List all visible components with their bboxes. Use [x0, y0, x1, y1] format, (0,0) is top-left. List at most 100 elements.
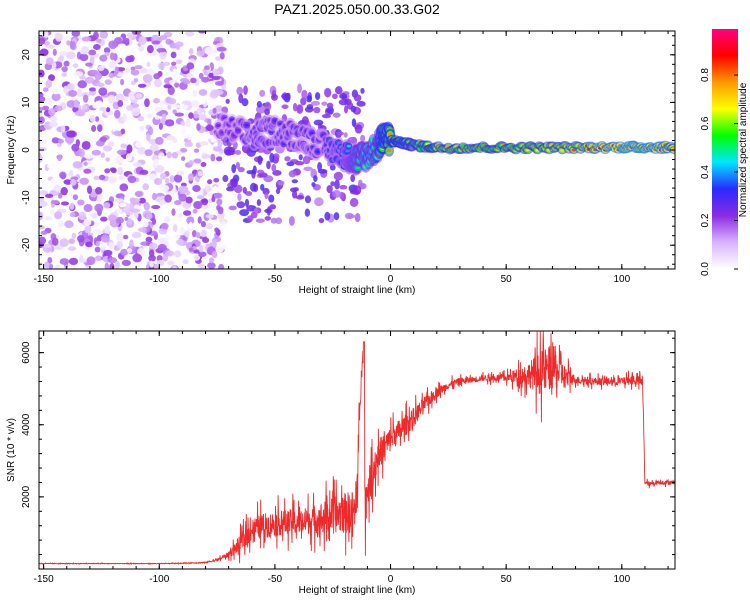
spectrogram-cell: [94, 72, 103, 81]
spectrogram-cell: [270, 217, 278, 224]
spectrogram-cell: [39, 190, 49, 196]
spectrogram-cell: [76, 88, 83, 98]
spectrogram-cell: [134, 191, 143, 197]
spectrogram-cell: [94, 255, 103, 261]
spectrogram-cell: [213, 185, 218, 193]
spectrogram-cell: [271, 164, 277, 172]
spectrogram-cell: [207, 119, 212, 126]
spectrogram-cell: [297, 104, 303, 113]
spectrogram-cell: [142, 221, 149, 228]
spectrogram-cell: [313, 175, 318, 182]
spectrogram-cell: [237, 166, 245, 173]
spectrogram-cell: [89, 114, 96, 123]
spectrogram-cell: [51, 92, 61, 102]
spectrogram-cell: [226, 186, 235, 192]
spectrogram-cell: [213, 192, 223, 199]
spectrogram-cell: [314, 197, 324, 207]
spectrogram-cell: [245, 191, 253, 196]
spectrogram-cell: [91, 212, 98, 219]
spectrogram-cell: [48, 108, 56, 116]
spectrogram-cell: [120, 143, 128, 149]
spectrogram-cell: [138, 197, 146, 204]
spectrogram-cell: [158, 122, 163, 130]
spectrogram-cell: [333, 212, 340, 221]
spectrogram-cell: [48, 74, 55, 82]
spectrogram-cell: [159, 35, 168, 41]
spectrogram-cell: [146, 113, 153, 119]
spectrogram-cell: [68, 257, 79, 266]
spectrogram-cell: [44, 261, 50, 268]
spectrogram-cell: [263, 175, 274, 183]
spectrogram-cell: [253, 207, 259, 213]
spectrogram-cell: [234, 150, 242, 155]
spectrogram-cell: [39, 153, 42, 163]
spectrogram-cell: [78, 211, 87, 221]
spectrogram-cell: [156, 259, 165, 267]
spectrogram-cell: [68, 238, 76, 245]
spectrogram-cell: [83, 203, 93, 213]
spectrogram-cell: [95, 38, 102, 43]
spectrogram-cell: [115, 208, 122, 214]
spectrogram-cell: [154, 115, 160, 120]
spectrogram-cell: [188, 48, 194, 55]
spectrogram-cell: [315, 150, 321, 154]
spectrogram-cell: [145, 82, 152, 87]
spectrogram-cell: [120, 128, 126, 135]
spectrogram-cell: [182, 259, 189, 265]
spectrogram-cell: [188, 160, 194, 166]
spectrogram-cell: [288, 215, 295, 226]
spectrogram-cell: [317, 168, 328, 174]
snr-plot-area: [39, 331, 675, 569]
spectrogram-cell: [313, 119, 324, 126]
spectrogram-cell: [187, 173, 194, 181]
spectrogram-cell: [94, 246, 101, 253]
spectrogram-cell: [198, 114, 207, 121]
spectrogram-cell: [213, 177, 220, 183]
colorbar-label: Normalized spectral amplitude: [738, 82, 749, 217]
spectrogram-cell: [239, 209, 250, 217]
spectrogram-cell: [81, 104, 88, 110]
spectrogram-cell: [193, 201, 203, 210]
spectrogram-cell: [138, 45, 145, 52]
spectrogram-cell: [198, 89, 208, 96]
spectrogram-cell: [266, 160, 271, 170]
snr-series-line: [39, 331, 675, 566]
spectrogram-cell: [213, 89, 224, 96]
spectrogram-cell: [180, 33, 187, 39]
spectrogram-cell: [82, 94, 89, 103]
spectrogram-cell: [252, 165, 257, 175]
spectrogram-cell: [199, 141, 209, 146]
spectrogram-cell: [146, 132, 151, 142]
spectrogram-cell: [91, 149, 101, 156]
spectrogram-cell: [51, 88, 61, 95]
spectrogram-cell: [211, 75, 221, 80]
spectrogram-cell: [241, 98, 249, 107]
spectrogram-cell: [153, 178, 163, 186]
spectrogram-cell: [179, 227, 185, 236]
spectrogram-cell: [332, 112, 341, 118]
spectrogram-cell: [197, 263, 206, 269]
spectrogram-cell: [39, 211, 44, 221]
spectrogram-cell: [188, 112, 194, 119]
spectrogram-cell: [44, 216, 53, 221]
spectrogram-cell: [45, 44, 55, 49]
spectrogram-cell: [235, 128, 241, 132]
spectrogram-cell: [172, 265, 177, 269]
spectrogram-cell: [47, 97, 53, 106]
spectrogram-cell: [198, 72, 204, 80]
spectrogram-cell: [191, 230, 197, 238]
spectrogram-cell: [151, 217, 157, 226]
spectrogram-cell: [122, 234, 129, 240]
spectrogram-cell: [272, 119, 278, 123]
spectrogram-cell: [124, 190, 131, 200]
spectrogram-cell: [197, 170, 203, 177]
spectrogram-cell: [86, 185, 93, 195]
spectrogram-cell: [264, 216, 271, 221]
colorbar-gradient: [712, 29, 738, 269]
y-tick-label: 2000: [21, 485, 32, 508]
x-tick-label: 100: [613, 274, 630, 285]
spectrogram-cell: [201, 204, 209, 210]
spectrogram-cell: [120, 78, 125, 86]
spectrogram-cell: [63, 179, 73, 185]
spectrogram-cell: [84, 154, 94, 159]
